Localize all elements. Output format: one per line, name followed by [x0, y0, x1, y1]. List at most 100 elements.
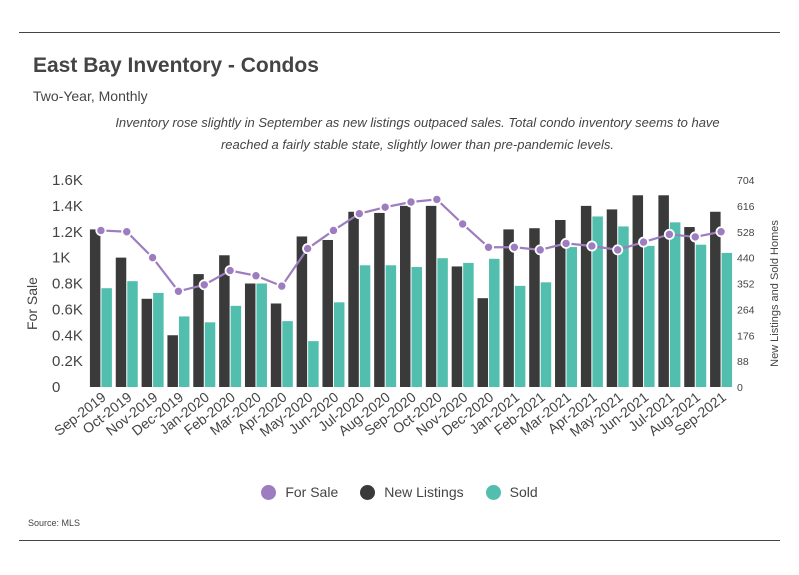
new-listings-bar [555, 219, 566, 387]
sold-bar [308, 341, 319, 387]
new-listings-bar [503, 229, 514, 387]
sold-bar [463, 262, 474, 387]
sold-bar [695, 244, 707, 387]
legend-label-new-listings: New Listings [384, 484, 464, 500]
for-sale-point [379, 201, 391, 213]
y-right-axis-title: New Listings and Sold Homes [769, 220, 781, 367]
new-listings-bar [322, 239, 333, 387]
y-left-tick-label: 1.4K [52, 198, 83, 215]
new-listings-bar [684, 227, 695, 387]
y-right-tick-label: 704 [737, 175, 755, 187]
for-sale-point [147, 252, 159, 264]
for-sale-point [612, 244, 624, 256]
new-listings-bar [580, 205, 592, 387]
new-listings-bar [710, 211, 721, 387]
for-sale-point [95, 224, 107, 236]
for-sale-point [172, 285, 184, 297]
y-left-tick-label: 0 [52, 379, 60, 396]
for-sale-point [198, 279, 210, 291]
y-right-tick-label: 528 [737, 227, 755, 239]
new-listings-bar [141, 298, 153, 387]
sold-swatch [485, 484, 501, 500]
sold-bar [230, 305, 242, 387]
new-listings-swatch [360, 484, 376, 500]
sold-bar [437, 258, 448, 387]
for-sale-swatch [261, 484, 277, 500]
sold-bar [618, 226, 629, 387]
for-sale-point [250, 270, 262, 282]
new-listings-bar [529, 228, 540, 387]
for-sale-point [457, 218, 469, 230]
sold-bar [385, 265, 397, 387]
new-listings-bar [193, 274, 204, 387]
sold-bar [669, 222, 681, 387]
new-listings-bar [348, 211, 359, 387]
top-rule [19, 32, 780, 33]
sold-bar [514, 285, 526, 387]
chart-subtitle: Two-Year, Monthly [33, 88, 148, 104]
for-sale-point [353, 208, 365, 220]
legend-label-for-sale: For Sale [285, 484, 339, 500]
y-right-tick-label: 440 [737, 253, 755, 265]
new-listings-bar [374, 212, 385, 387]
for-sale-point [534, 244, 546, 256]
chart-plot: 0 0.2K 0.4K 0.6K 0.8K 1K 1.2K 1.4K 1.6K 0 88 176 264… [24, 172, 781, 440]
y-left-tick-label: 0.8K [52, 276, 83, 293]
new-listings-bar [400, 205, 411, 387]
source-note: Source: MLS [28, 518, 81, 528]
new-listings-bar [296, 236, 308, 387]
y-left-tick-label: 1K [52, 250, 70, 267]
y-right-tick-label: 264 [737, 304, 755, 316]
sold-bar [489, 258, 500, 387]
for-sale-point [302, 243, 314, 255]
sold-bar [204, 322, 216, 387]
chart-legend: For Sale New Listings Sold [0, 484, 799, 500]
sold-bar [644, 245, 655, 387]
new-listings-bar [219, 255, 230, 387]
chart-annotation: Inventory rose slightly in September as … [115, 115, 720, 152]
for-sale-point [224, 265, 236, 277]
sold-bar [127, 281, 138, 387]
sold-bar [721, 252, 733, 387]
new-listings-bar [425, 205, 437, 387]
y-left-tick-label: 1.6K [52, 172, 83, 189]
sold-bar [566, 247, 578, 387]
sold-bar [282, 321, 293, 387]
for-sale-point [689, 231, 701, 243]
legend-item-sold: Sold [485, 484, 538, 500]
new-listings-bar [632, 195, 644, 387]
for-sale-point [508, 241, 520, 253]
for-sale-point [121, 226, 133, 238]
new-listings-bar [477, 298, 489, 387]
sold-bar [153, 292, 164, 387]
y-right-tick-label: 616 [737, 201, 755, 213]
y-right-tick-label: 176 [737, 330, 755, 342]
for-sale-point [560, 237, 572, 249]
new-listings-bar [115, 257, 127, 387]
y-left-tick-label: 1.2K [52, 224, 83, 241]
for-sale-point [638, 236, 650, 248]
for-sale-point [327, 224, 339, 236]
legend-item-for-sale: For Sale [261, 484, 338, 500]
y-right-tick-label: 0 [737, 382, 743, 394]
chart-title: East Bay Inventory - Condos [33, 54, 319, 77]
new-listings-bar [167, 335, 178, 387]
sold-bar [411, 267, 422, 387]
sold-bar [359, 265, 371, 387]
new-listings-bar [89, 229, 101, 387]
new-listings-bar [244, 283, 256, 387]
new-listings-bar [451, 266, 463, 387]
for-sale-point [431, 193, 443, 205]
for-sale-point [405, 196, 417, 208]
sold-bar [178, 316, 190, 387]
sold-bar [101, 288, 112, 387]
y-left-tick-label: 0.2K [52, 353, 83, 370]
y-left-tick-label: 0.6K [52, 301, 83, 318]
sold-bar [333, 302, 345, 387]
for-sale-point [663, 228, 675, 240]
new-listings-bar [270, 303, 282, 387]
y-right-tick-label: 88 [737, 356, 749, 368]
y-left-axis-title: For Sale [24, 277, 40, 330]
y-left-tick-label: 0.4K [52, 327, 83, 344]
new-listings-bar [606, 209, 618, 387]
